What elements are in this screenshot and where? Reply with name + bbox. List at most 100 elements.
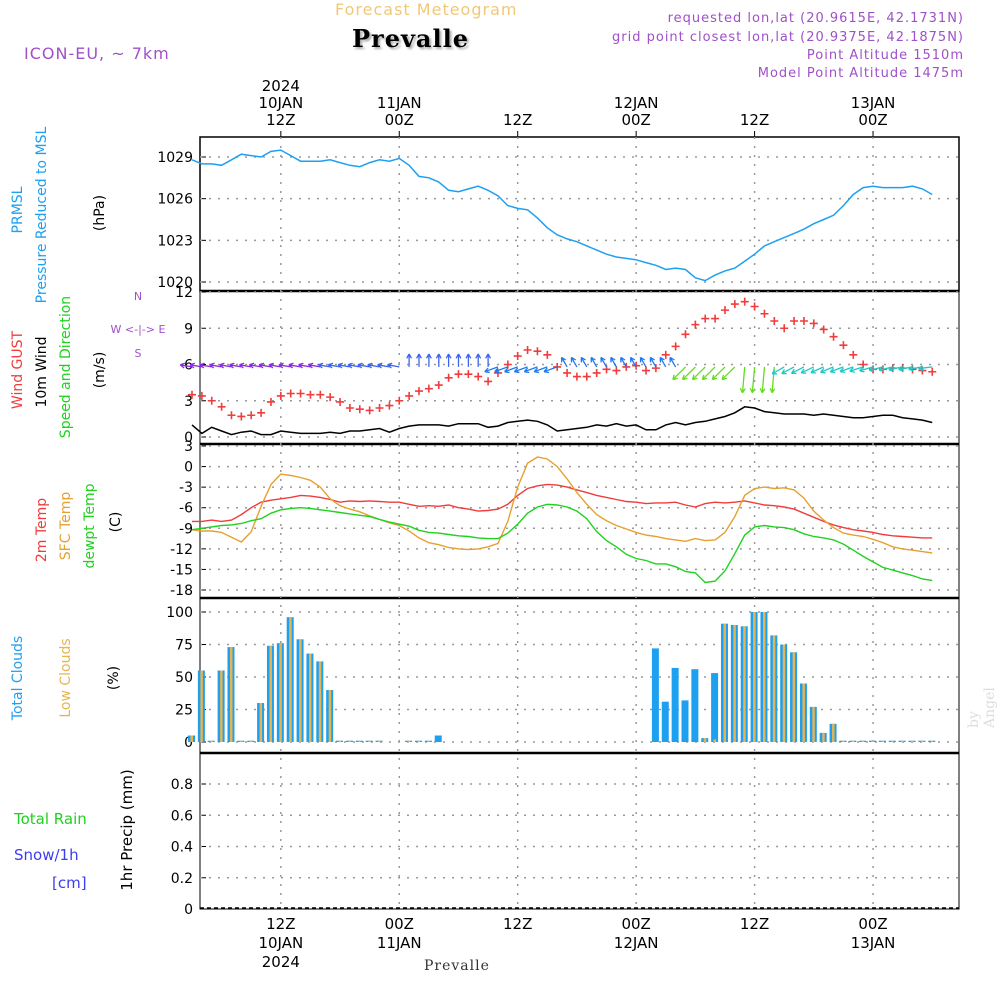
gust-marker <box>424 384 433 393</box>
low-cloud-bar <box>249 740 253 742</box>
requested-coords: requested lon,lat (20.9615E, 42.1731N) <box>667 11 964 26</box>
gust-marker <box>563 368 572 377</box>
y-tick-label: 0.2 <box>171 871 193 887</box>
sfc-temp-series <box>191 456 933 554</box>
wind-direction-arrow <box>258 362 272 369</box>
wind-direction-arrow <box>238 362 252 369</box>
gust-marker <box>543 350 552 359</box>
footer-station-label: Prevalle <box>424 958 490 974</box>
y-tick-label: 0.8 <box>171 777 193 793</box>
low-cloud-bar <box>881 740 884 742</box>
snow-label: Snow/1h <box>14 846 79 864</box>
y-tick-label: 1029 <box>157 150 193 166</box>
wind-direction-arrow <box>711 366 726 381</box>
wind-direction-arrow <box>669 356 677 368</box>
pressure-label-2: Pressure Reduced to MSL <box>34 126 50 303</box>
wind-direction-arrow <box>513 366 528 374</box>
top-time-label: 2024 <box>262 77 300 95</box>
precip-unit: 1hr Precip (mm) <box>118 769 136 890</box>
wind-direction-arrow <box>659 356 667 368</box>
dewpt-series <box>191 503 933 584</box>
y-tick-label: -15 <box>170 562 193 578</box>
low-cloud-bar <box>871 740 875 742</box>
gust-marker <box>849 350 858 359</box>
low-clouds-label: Low Clouds <box>58 638 74 717</box>
low-cloud-bar <box>200 670 203 742</box>
top-time-label: 13JAN <box>851 94 896 112</box>
low-cloud-bar <box>733 625 736 742</box>
low-cloud-bar <box>911 740 914 742</box>
low-cloud-bar <box>289 617 292 742</box>
y-tick-label: 1026 <box>157 192 193 208</box>
wind-direction-arrow <box>918 365 933 372</box>
total-cloud-bar <box>681 700 689 742</box>
wind-direction-arrow <box>229 362 242 369</box>
bottom-time-label: 12Z <box>740 915 769 933</box>
top-time-label: 12JAN <box>614 94 659 112</box>
wind-speed-series <box>191 406 933 436</box>
point-altitude: Point Altitude 1510m <box>806 48 964 63</box>
gust-marker <box>197 391 206 400</box>
wind-compass: W <-|-> E <box>111 323 166 336</box>
wind-direction-arrow <box>810 366 824 374</box>
gust-marker <box>188 390 196 399</box>
low-cloud-bar <box>930 740 934 742</box>
bottom-time-label: 11JAN <box>377 934 422 952</box>
gust-marker <box>701 314 710 323</box>
wind-direction-arrow <box>248 362 262 369</box>
snow-unit-label: [cm] <box>52 874 87 892</box>
y-tick-label: 1023 <box>157 233 193 249</box>
low-cloud-bar <box>220 670 223 742</box>
wind-direction-arrow <box>560 356 568 368</box>
gust-marker <box>375 404 384 412</box>
gust-marker <box>839 341 848 350</box>
y-tick-label: 3 <box>184 439 193 455</box>
gust-marker <box>691 320 700 329</box>
rain-label: Total Rain <box>13 810 87 828</box>
low-cloud-bar <box>891 740 894 742</box>
wind-direction-arrow <box>790 366 805 375</box>
low-cloud-bar <box>743 626 746 742</box>
gust-marker <box>809 319 818 328</box>
wind-direction-arrow <box>494 366 509 374</box>
total-cloud-bar <box>691 669 699 742</box>
low-cloud-bar <box>851 740 855 742</box>
wind-direction-arrow <box>533 366 548 374</box>
wind-direction-arrow <box>484 366 499 374</box>
bottom-time-label: 10JAN <box>258 934 303 952</box>
wind-direction-arrow <box>209 362 222 369</box>
wind-compass-n: N <box>134 290 142 303</box>
low-cloud-bar <box>802 683 805 742</box>
gust-marker <box>799 317 808 325</box>
gust-marker <box>790 317 799 325</box>
y-tick-label: -12 <box>170 542 193 558</box>
wind-direction-arrow <box>278 362 291 369</box>
gust-marker <box>819 325 828 334</box>
gust-marker <box>454 370 463 379</box>
top-time-label: 00Z <box>621 111 650 129</box>
total-cloud-bar <box>651 648 659 742</box>
top-time-label: 00Z <box>858 111 887 129</box>
wind-direction-arrow <box>455 353 462 367</box>
wind-direction-arrow <box>721 366 736 381</box>
top-time-label: 12Z <box>266 111 295 129</box>
wind-direction-arrow <box>878 366 893 373</box>
low-cloud-bar <box>358 740 361 742</box>
wind-direction-arrow <box>800 366 815 374</box>
wind-direction-arrow <box>781 366 795 375</box>
low-cloud-bar <box>703 738 707 742</box>
wind-direction-arrow <box>580 356 588 368</box>
gust-marker <box>829 332 838 341</box>
wind-direction-arrow <box>387 362 400 369</box>
low-cloud-bar <box>822 732 825 742</box>
pressure-unit: (hPa) <box>92 195 108 231</box>
gust-marker <box>730 300 739 309</box>
wind-direction-arrow <box>749 366 756 394</box>
gust-marker <box>405 391 414 400</box>
wind-direction-arrow <box>639 356 647 368</box>
y-tick-label: 12 <box>175 285 193 301</box>
low-cloud-bar <box>762 612 766 742</box>
wind-direction-arrow <box>308 362 321 369</box>
low-cloud-bar <box>210 740 213 742</box>
